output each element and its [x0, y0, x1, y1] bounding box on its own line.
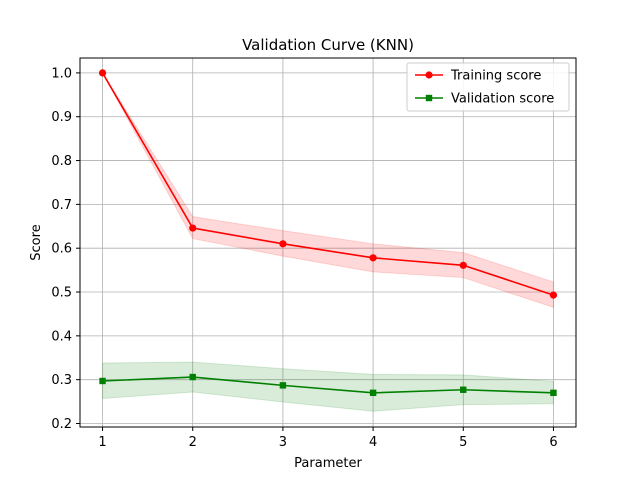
x-tick-label: 4	[369, 435, 377, 450]
series-markers	[98, 69, 558, 397]
training-score-point	[369, 254, 377, 262]
grid	[80, 58, 576, 427]
validation-score-point	[460, 386, 467, 393]
training-score-point	[189, 224, 197, 232]
y-tick-label: 0.8	[51, 154, 72, 169]
training-score-point	[98, 69, 107, 77]
y-axis-label: Score	[29, 224, 44, 260]
training-score-line	[101, 72, 554, 296]
x-tick-label: 2	[189, 435, 197, 450]
validation-score-point	[99, 377, 106, 385]
validation-score-point	[550, 389, 557, 397]
y-tick-label: 0.7	[51, 198, 72, 213]
validation-score-band	[102, 361, 554, 412]
x-tick-label: 3	[279, 435, 287, 450]
training-score-point	[459, 261, 467, 269]
validation-score-point	[369, 389, 377, 397]
training-score-point	[279, 240, 287, 248]
y-tick-label: 0.2	[51, 417, 72, 432]
legend: Training score Validation score	[406, 62, 570, 112]
training-score-point	[549, 291, 558, 299]
legend-validation-score-label: Validation score	[451, 92, 554, 107]
y-tick-label: 0.5	[51, 286, 72, 301]
legend-box	[406, 62, 570, 112]
y-tick-label: 1.0	[51, 66, 72, 81]
y-tick-label: 0.4	[51, 329, 72, 344]
x-tick-label: 5	[459, 435, 467, 450]
y-tick-label: 0.9	[51, 110, 72, 125]
validation-score-point	[279, 382, 287, 389]
legend-validation-score-marker	[425, 94, 433, 102]
y-tick-label: 0.6	[51, 242, 72, 257]
x-axis-ticks: 1 2 3 4 5 6	[98, 427, 558, 450]
chart-title: Validation Curve (KNN)	[242, 36, 414, 54]
validation-score-line	[102, 376, 554, 394]
y-axis-ticks: 0.2 0.3 0.4 0.5 0.6 0.7 0.8 0.9 1.0	[51, 66, 80, 432]
validation-score-point	[189, 373, 196, 381]
x-tick-label: 6	[549, 435, 557, 450]
legend-training-score-marker	[425, 71, 433, 79]
y-tick-label: 0.3	[51, 373, 72, 388]
x-axis-label: Parameter	[294, 456, 362, 471]
plot-frame	[79, 57, 577, 428]
confidence-bands	[102, 72, 554, 412]
x-tick-label: 1	[98, 435, 106, 450]
legend-training-score-label: Training score	[450, 69, 541, 84]
series-lines	[101, 72, 554, 394]
